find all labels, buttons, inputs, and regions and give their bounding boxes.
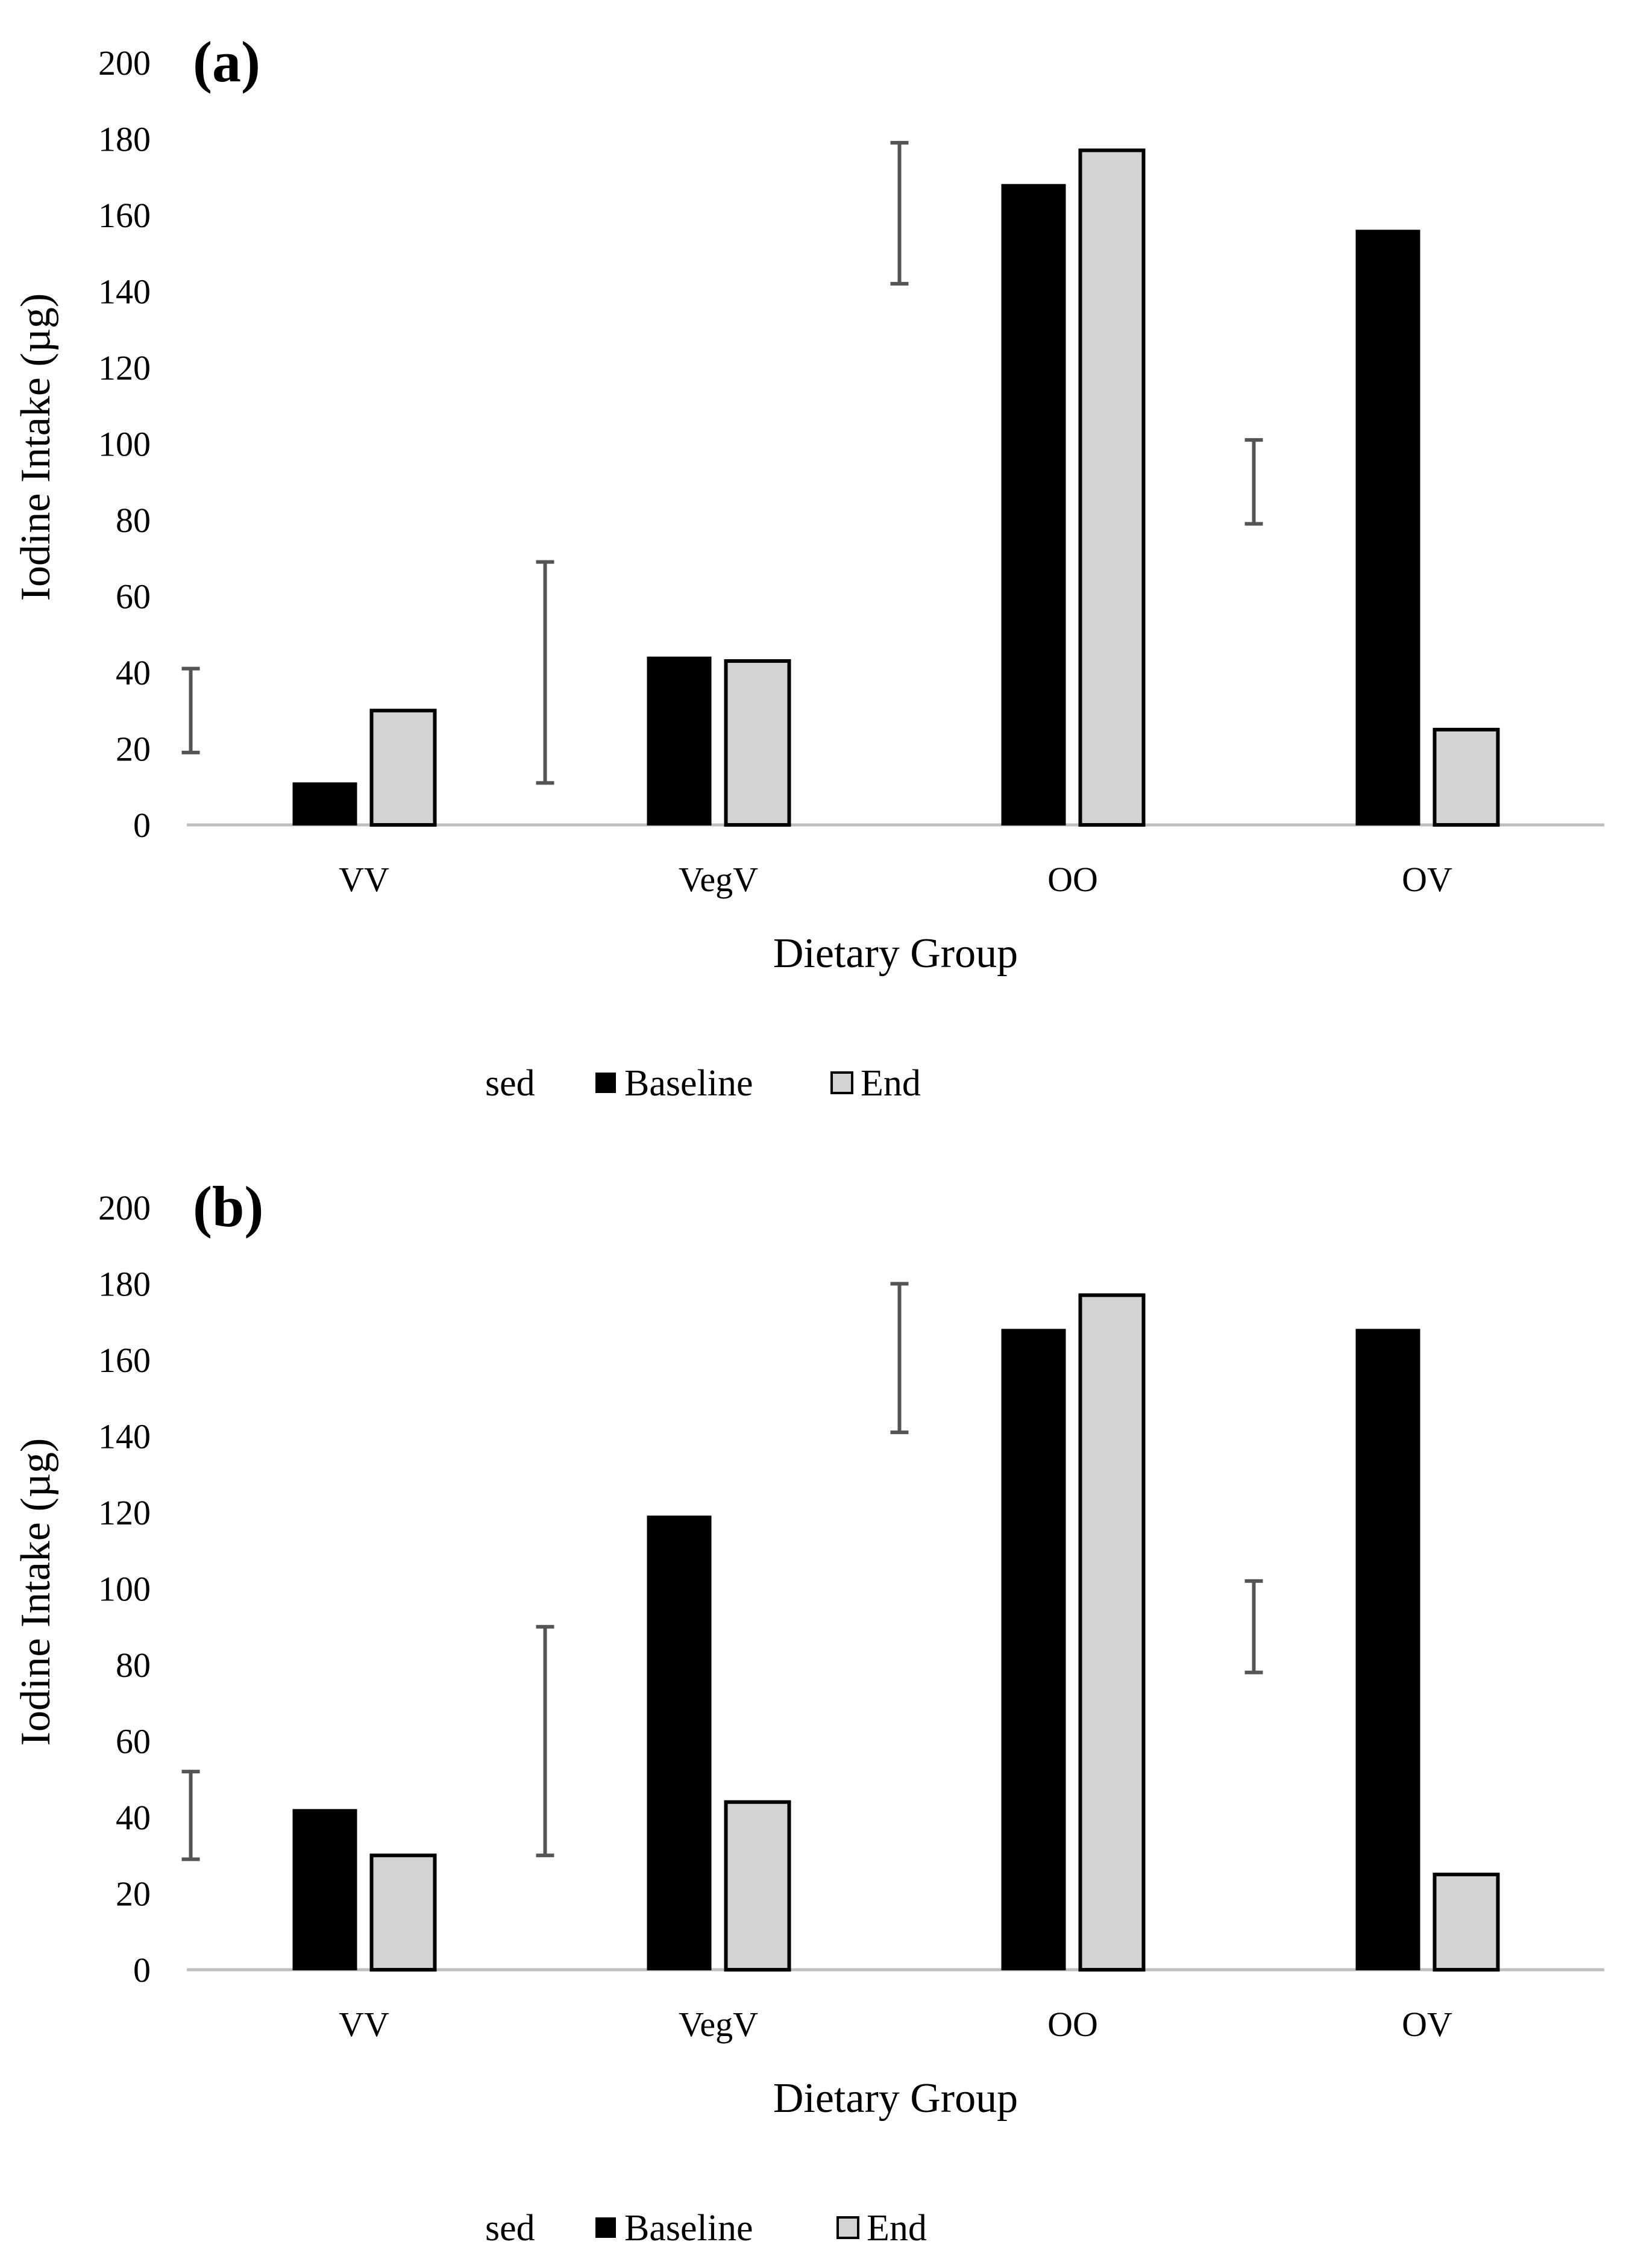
panel-b-x-tick-label: OV: [1402, 2005, 1452, 2044]
panel-b-x-tick-label: VegV: [679, 2005, 758, 2044]
panel-b-y-tick-label: 60: [116, 1722, 151, 1761]
panel-a-sed-bar-vegv: [536, 560, 554, 785]
panel-a-sed-bar-ov: [1244, 438, 1263, 526]
panel-b-legend-end-swatch: [836, 2216, 859, 2239]
panel-a-y-tick-label: 40: [116, 653, 151, 692]
panel-b-end-bar-vv: [369, 1853, 437, 1972]
panel-a-y-tick-label: 20: [116, 730, 151, 769]
panel-b-baseline-bar-vegv: [647, 1515, 712, 1970]
panel-b-legend-sed: sed: [485, 2208, 535, 2249]
panel-a-y-tick-label: 120: [98, 348, 151, 387]
panel-a-x-tick-label: OO: [1047, 860, 1098, 899]
panel-a-x-tick-label: VegV: [679, 860, 758, 899]
panel-b-baseline-bar-vv: [292, 1809, 357, 1971]
panel-b-legend: sed Baseline End: [485, 2208, 927, 2249]
panel-b-y-tick-label: 180: [98, 1265, 151, 1304]
panel-a-sed-bar-oo: [890, 140, 909, 286]
panel-a-baseline-bar-ov: [1355, 230, 1420, 825]
panel-b-label: (b): [193, 1174, 263, 1239]
panel-b-y-tick-label: 160: [98, 1341, 151, 1380]
panel-b-y-tick-label: 120: [98, 1493, 151, 1532]
panel-b-x-axis-title: Dietary Group: [773, 2075, 1018, 2122]
panel-b-y-tick-label: 80: [116, 1646, 151, 1685]
panel-b-legend-end: End: [867, 2208, 927, 2249]
panel-a-end-bar-ov: [1433, 727, 1500, 827]
panel-b-end-bar-vegv: [724, 1800, 791, 1972]
panel-a: (a) 0 20 40 60 80 100 120 140 160 180 200 VV VegV OO O…: [13, 30, 1604, 1104]
panel-a-x-tick-label: OV: [1402, 860, 1452, 899]
panel-a-baseline-bar-vegv: [647, 656, 712, 825]
panel-a-legend-end: End: [861, 1063, 921, 1104]
panel-a-y-tick-label: 100: [98, 425, 151, 464]
panel-b-x-tick-label: VV: [339, 2005, 389, 2044]
panel-a-y-tick-label: 60: [116, 577, 151, 616]
panel-b-sed-bar-vegv: [536, 1624, 554, 1858]
panel-a-label: (a): [193, 30, 260, 94]
panel-a-sed-bar-vv: [181, 666, 200, 754]
panel-a-baseline-bar-oo: [1001, 184, 1066, 825]
panel-b-legend-baseline-swatch: [595, 2217, 616, 2238]
panel-a-baseline-bar-vv: [292, 782, 357, 826]
panel-b-end-bar-oo: [1078, 1293, 1146, 1972]
panel-a-x-tick-label: VV: [339, 860, 389, 899]
panel-b-y-tick-label: 200: [98, 1188, 151, 1227]
panel-b-y-tick-label: 0: [133, 1950, 151, 1990]
panel-a-end-bar-vegv: [724, 659, 791, 827]
panel-b-sed-bar-vv: [181, 1770, 200, 1861]
panel-a-y-axis-title: Iodine Intake (µg): [13, 293, 59, 601]
panel-a-y-tick-label: 0: [133, 806, 151, 845]
panel-a-legend: sed Baseline End: [485, 1063, 921, 1104]
panel-b-y-axis-title: Iodine Intake (µg): [13, 1438, 59, 1746]
panel-a-y-tick-label: 180: [98, 120, 151, 159]
panel-a-y-tick-label: 80: [116, 501, 151, 540]
panel-a-x-axis-title: Dietary Group: [773, 930, 1018, 977]
panel-a-legend-baseline-swatch: [595, 1073, 616, 1093]
panel-b-baseline-bar-oo: [1001, 1329, 1066, 1970]
panel-a-end-bar-oo: [1078, 148, 1146, 827]
panel-a-y-tick-label: 200: [98, 43, 151, 83]
panel-b-baseline-bar-ov: [1355, 1329, 1420, 1970]
panel-a-y-tick-label: 160: [98, 196, 151, 235]
panel-b: (b) 0 20 40 60 80 100 120 140 160 180 200 VV VegV OO O…: [13, 1174, 1604, 2249]
panel-b-x-tick-label: OO: [1047, 2005, 1098, 2044]
panel-b-sed-bar-ov: [1244, 1579, 1263, 1674]
panel-b-y-tick-label: 140: [98, 1417, 151, 1456]
panel-b-y-tick-label: 20: [116, 1875, 151, 1914]
panel-a-legend-sed: sed: [485, 1063, 535, 1104]
panel-a-legend-baseline: Baseline: [624, 1063, 753, 1104]
panel-a-end-bar-vv: [369, 709, 437, 827]
panel-b-end-bar-ov: [1433, 1872, 1500, 1972]
panel-b-y-tick-label: 100: [98, 1570, 151, 1609]
panel-a-legend-end-swatch: [830, 1071, 853, 1094]
panel-b-legend-baseline: Baseline: [624, 2208, 753, 2249]
panel-b-y-tick-label: 40: [116, 1798, 151, 1837]
panel-b-sed-bar-oo: [890, 1282, 909, 1435]
panel-a-y-tick-label: 140: [98, 272, 151, 312]
